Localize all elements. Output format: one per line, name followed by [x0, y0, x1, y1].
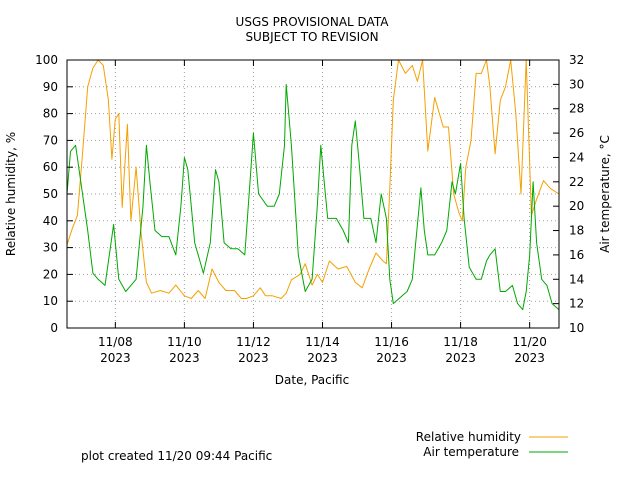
- y-tick-label-right: 14: [569, 272, 584, 286]
- x-tick-label: 11/10: [167, 335, 202, 349]
- legend-label-humidity: Relative humidity: [416, 430, 521, 444]
- grid: [67, 60, 559, 328]
- y-tick-label-right: 20: [569, 199, 584, 213]
- legend-label-temperature: Air temperature: [423, 445, 519, 459]
- y-tick-label-right: 24: [569, 150, 584, 164]
- y-tick-label-left: 0: [50, 321, 58, 335]
- y-tick-label-left: 90: [43, 80, 58, 94]
- right-axis: 10 12 14 16 18 20 22 24 26 28 30 32: [553, 53, 584, 335]
- y-tick-label-right: 22: [569, 175, 584, 189]
- series-layer: [66, 59, 560, 311]
- x-tick-year-label: 2023: [307, 351, 338, 365]
- x-tick-year-label: 2023: [445, 351, 476, 365]
- y-tick-label-right: 28: [569, 102, 584, 116]
- y-axis-label-left: Relative humidity, %: [4, 132, 18, 256]
- y-tick-label-right: 12: [569, 297, 584, 311]
- series-line-air-temperature: [66, 83, 560, 311]
- y-tick-label-left: 80: [43, 107, 58, 121]
- x-tick-label: 11/20: [512, 335, 547, 349]
- series-line-relative-humidity: [66, 59, 560, 299]
- x-axis: 11/08 2023 11/10 2023 11/12 2023 11/14 2023 11/1…: [98, 60, 547, 365]
- x-axis-label: Date, Pacific: [275, 373, 349, 387]
- x-tick-label: 11/14: [305, 335, 340, 349]
- x-tick-label: 11/18: [443, 335, 478, 349]
- x-tick-year-label: 2023: [376, 351, 407, 365]
- x-tick-year-label: 2023: [514, 351, 545, 365]
- y-tick-label-right: 30: [569, 77, 584, 91]
- x-tick-year-label: 2023: [238, 351, 269, 365]
- legend: Relative humidity Air temperature: [416, 430, 568, 459]
- footer-note: plot created 11/20 09:44 Pacific: [81, 449, 272, 463]
- left-axis: 0 10 20 30 40 50 60 70 80 90 100: [35, 53, 73, 335]
- chart-subtitle: SUBJECT TO REVISION: [245, 30, 378, 44]
- x-tick-year-label: 2023: [169, 351, 200, 365]
- y-tick-label-left: 20: [43, 267, 58, 281]
- y-tick-label-left: 60: [43, 160, 58, 174]
- x-tick-label: 11/16: [374, 335, 409, 349]
- y-tick-label-left: 30: [43, 241, 58, 255]
- y-tick-label-right: 10: [569, 321, 584, 335]
- y-tick-label-right: 26: [569, 126, 584, 140]
- y-tick-label-left: 70: [43, 133, 58, 147]
- x-tick-label: 11/12: [236, 335, 271, 349]
- y-tick-label-left: 10: [43, 294, 58, 308]
- y-tick-label-right: 16: [569, 248, 584, 262]
- y-axis-label-right: Air temperature, °C: [598, 135, 612, 253]
- y-tick-label-left: 50: [43, 187, 58, 201]
- y-tick-label-right: 32: [569, 53, 584, 67]
- y-tick-label-left: 100: [35, 53, 58, 67]
- chart-title: USGS PROVISIONAL DATA: [236, 15, 390, 29]
- y-tick-label-left: 40: [43, 214, 58, 228]
- y-tick-label-right: 18: [569, 224, 584, 238]
- x-tick-year-label: 2023: [100, 351, 131, 365]
- x-tick-label: 11/08: [98, 335, 133, 349]
